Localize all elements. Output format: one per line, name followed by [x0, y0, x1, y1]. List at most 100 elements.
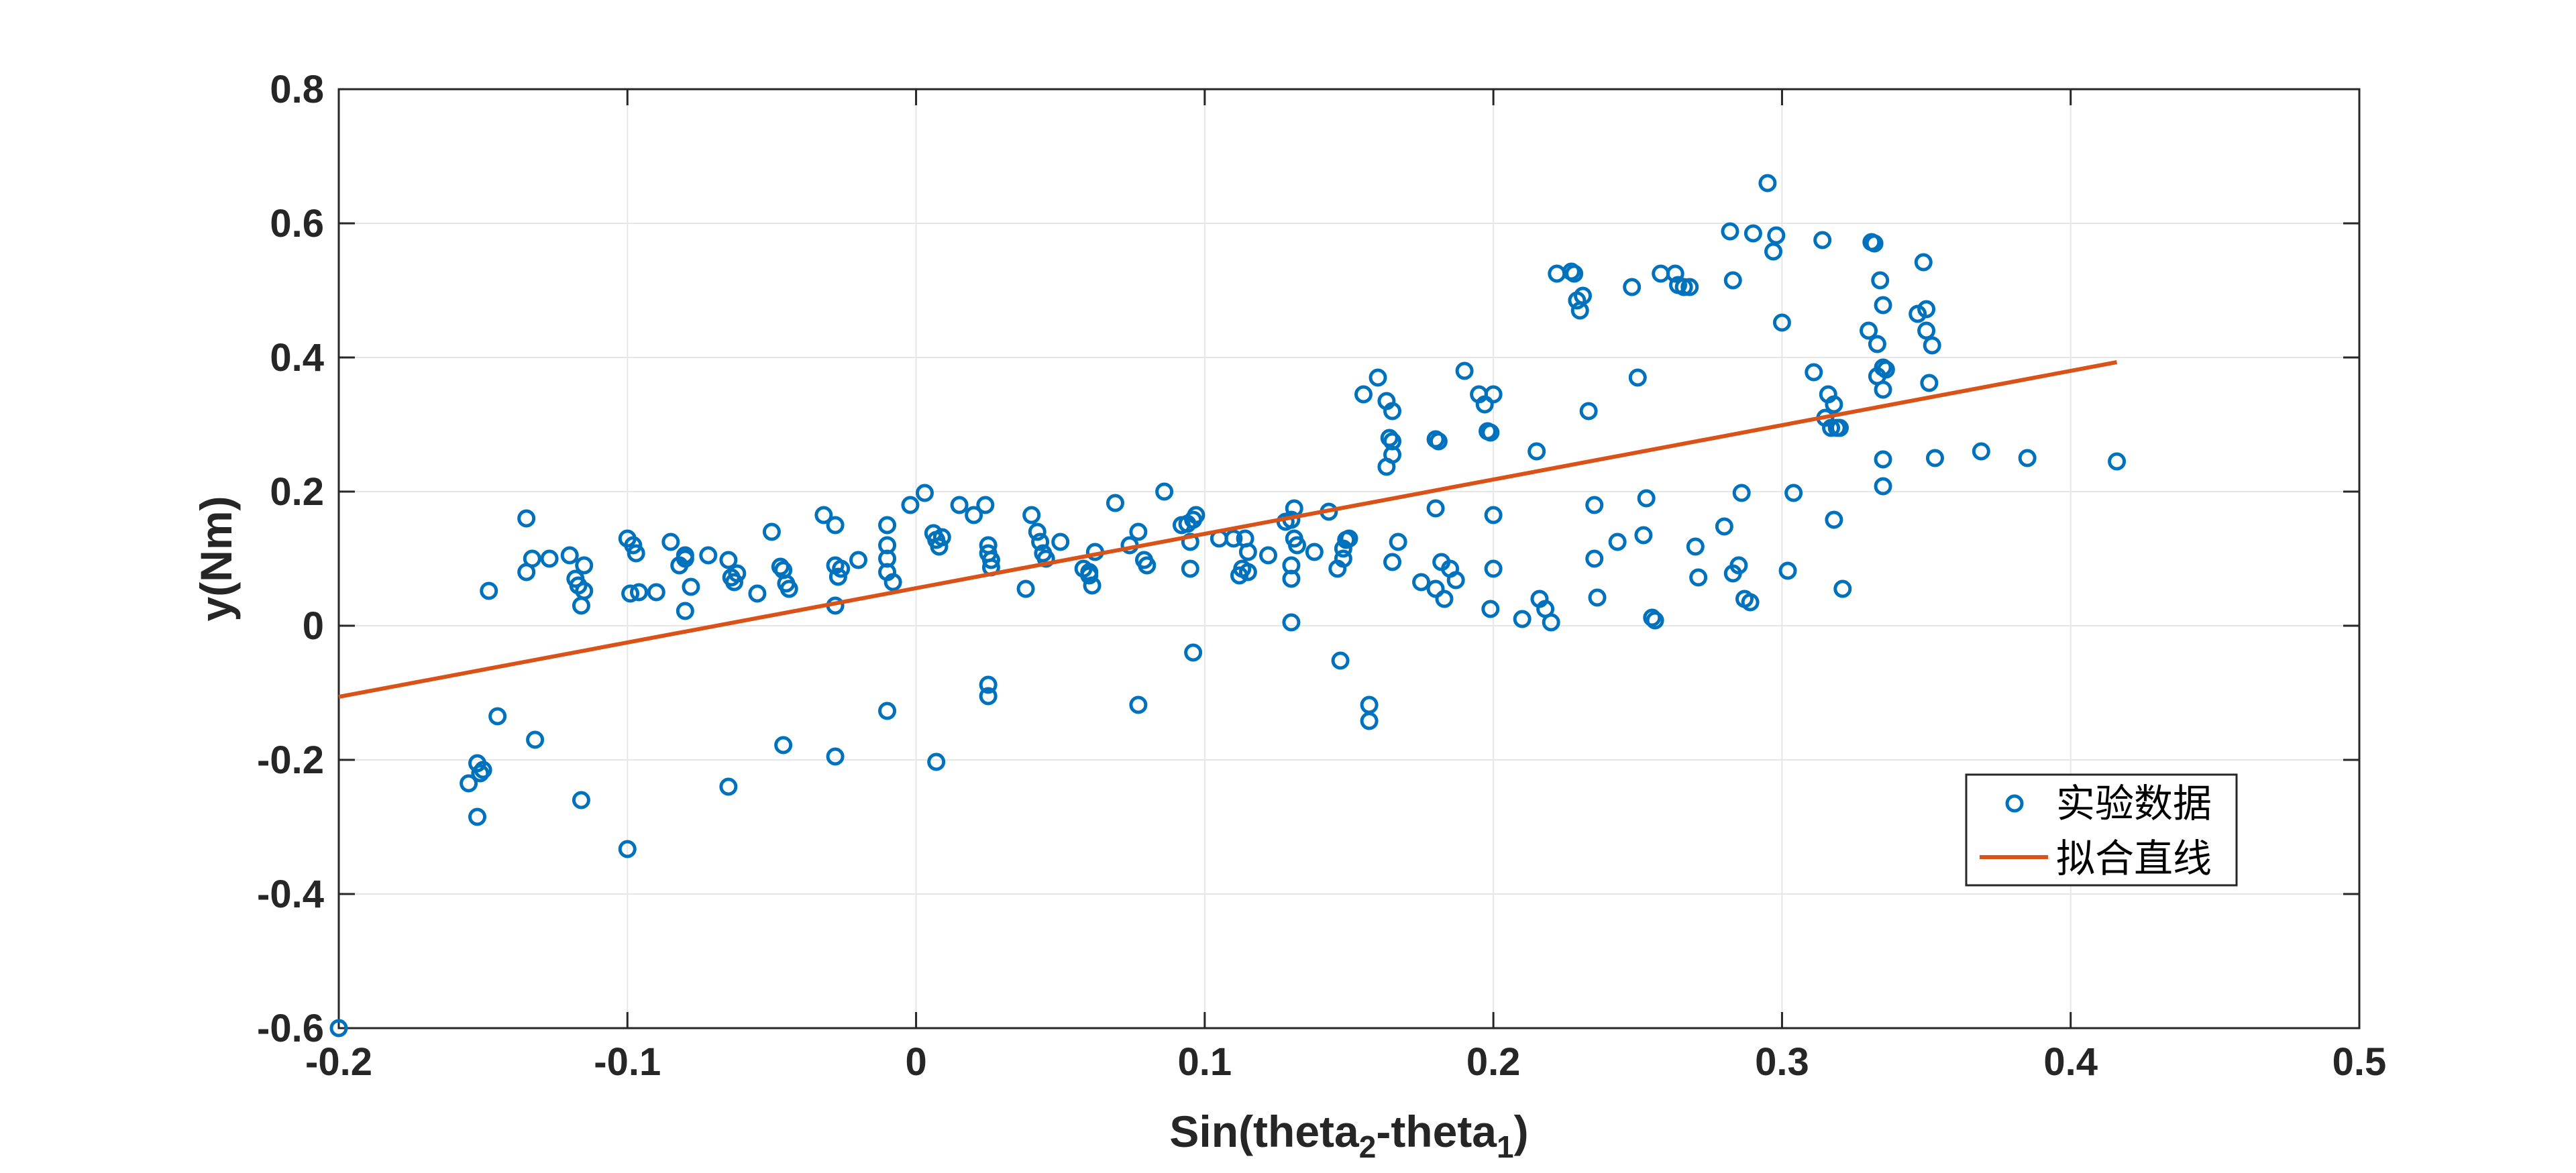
- data-point: [1288, 536, 1307, 555]
- y-tick-label: 0.6: [270, 202, 324, 245]
- data-point: [1723, 271, 1742, 290]
- data-point: [1083, 576, 1102, 595]
- data-point: [1426, 579, 1445, 598]
- x-tick-label: 0.5: [2332, 1040, 2387, 1084]
- data-point: [1129, 695, 1148, 714]
- x-tick-label: 0.3: [1755, 1040, 1809, 1084]
- x-tick-label: 0.1: [1178, 1040, 1232, 1084]
- data-point: [1772, 313, 1791, 332]
- data-point: [1917, 300, 1936, 319]
- y-tick-label: 0.2: [270, 470, 324, 514]
- data-point: [488, 707, 507, 726]
- data-point: [647, 583, 665, 602]
- data-point: [1721, 222, 1739, 241]
- y-tick-label: -0.2: [257, 738, 324, 782]
- data-point: [1925, 449, 1944, 467]
- data-point: [1608, 533, 1627, 551]
- data-point: [1527, 442, 1546, 461]
- legend-scatter-marker: [2005, 794, 2024, 813]
- data-point: [1429, 432, 1448, 451]
- data-point: [1051, 533, 1070, 551]
- data-point: [1360, 712, 1379, 730]
- data-point: [1715, 517, 1733, 536]
- data-point: [526, 730, 545, 749]
- legend-label-fit: 拟合直线: [2056, 836, 2212, 881]
- data-point: [932, 528, 951, 547]
- data-point: [1778, 561, 1797, 580]
- data-point: [1481, 423, 1500, 442]
- legend-box: [1965, 773, 2238, 887]
- data-point: [682, 577, 700, 596]
- data-point: [1646, 611, 1664, 630]
- data-point: [1868, 335, 1886, 353]
- y-tick-label: 0.8: [270, 68, 324, 111]
- data-point: [1628, 368, 1647, 387]
- data-point: [1634, 526, 1653, 545]
- data-point: [1686, 537, 1705, 556]
- data-point: [460, 774, 478, 793]
- data-point: [976, 496, 995, 514]
- data-point: [575, 556, 594, 575]
- data-point: [1380, 429, 1399, 447]
- data-point: [979, 687, 998, 706]
- x-tick-label: 0: [905, 1040, 926, 1084]
- data-point: [1184, 643, 1203, 662]
- data-point: [1475, 395, 1494, 414]
- data-point: [1914, 253, 1933, 272]
- data-point: [1805, 363, 1823, 382]
- data-point: [1579, 402, 1598, 421]
- data-point: [1181, 559, 1199, 578]
- data-point: [832, 559, 851, 578]
- data-point: [1920, 374, 1939, 392]
- data-point: [621, 584, 640, 603]
- data-point: [1377, 457, 1396, 476]
- data-point: [1565, 264, 1584, 283]
- data-point: [1484, 559, 1503, 578]
- data-point: [1446, 571, 1465, 590]
- data-point: [1129, 522, 1148, 541]
- x-tick-label: 0.4: [2043, 1040, 2098, 1084]
- axes-frame: [337, 88, 2361, 1029]
- data-point: [1585, 496, 1604, 514]
- data-point: [1917, 321, 1936, 340]
- data-point: [1623, 278, 1642, 296]
- data-point: [480, 581, 498, 600]
- data-point: [1874, 380, 1892, 399]
- data-point: [1389, 533, 1407, 551]
- data-point: [1972, 442, 1990, 461]
- x-tick-label: 0.2: [1466, 1040, 1521, 1084]
- data-point: [1481, 600, 1500, 618]
- data-point: [748, 584, 767, 603]
- data-point: [826, 747, 845, 766]
- data-point: [1484, 506, 1503, 524]
- data-point: [965, 506, 983, 524]
- data-point: [1331, 651, 1350, 670]
- data-point: [728, 564, 747, 583]
- y-tick-label: -0.4: [257, 873, 324, 916]
- data-point: [1689, 568, 1708, 587]
- data-point: [1412, 573, 1431, 592]
- data-point: [676, 602, 694, 620]
- data-point: [627, 544, 645, 563]
- data-point: [1758, 174, 1777, 192]
- x-axis-label-subscript: 2: [1359, 1129, 1377, 1164]
- data-point: [1860, 321, 1878, 340]
- x-axis-label-part: ): [1514, 1107, 1529, 1156]
- data-point: [1813, 231, 1832, 249]
- data-point: [676, 549, 694, 568]
- data-point: [1585, 549, 1604, 568]
- data-point: [981, 551, 1000, 569]
- data-point: [1923, 336, 1941, 355]
- x-tick-label: -0.1: [594, 1040, 661, 1084]
- data-point: [1036, 549, 1055, 568]
- data-point: [1822, 418, 1841, 437]
- data-point: [849, 551, 868, 569]
- data-point: [1643, 608, 1662, 627]
- x-tick-label: -0.2: [305, 1040, 372, 1084]
- data-point: [1874, 477, 1892, 496]
- data-point: [1674, 278, 1693, 296]
- data-point: [624, 536, 643, 555]
- data-point: [618, 840, 637, 858]
